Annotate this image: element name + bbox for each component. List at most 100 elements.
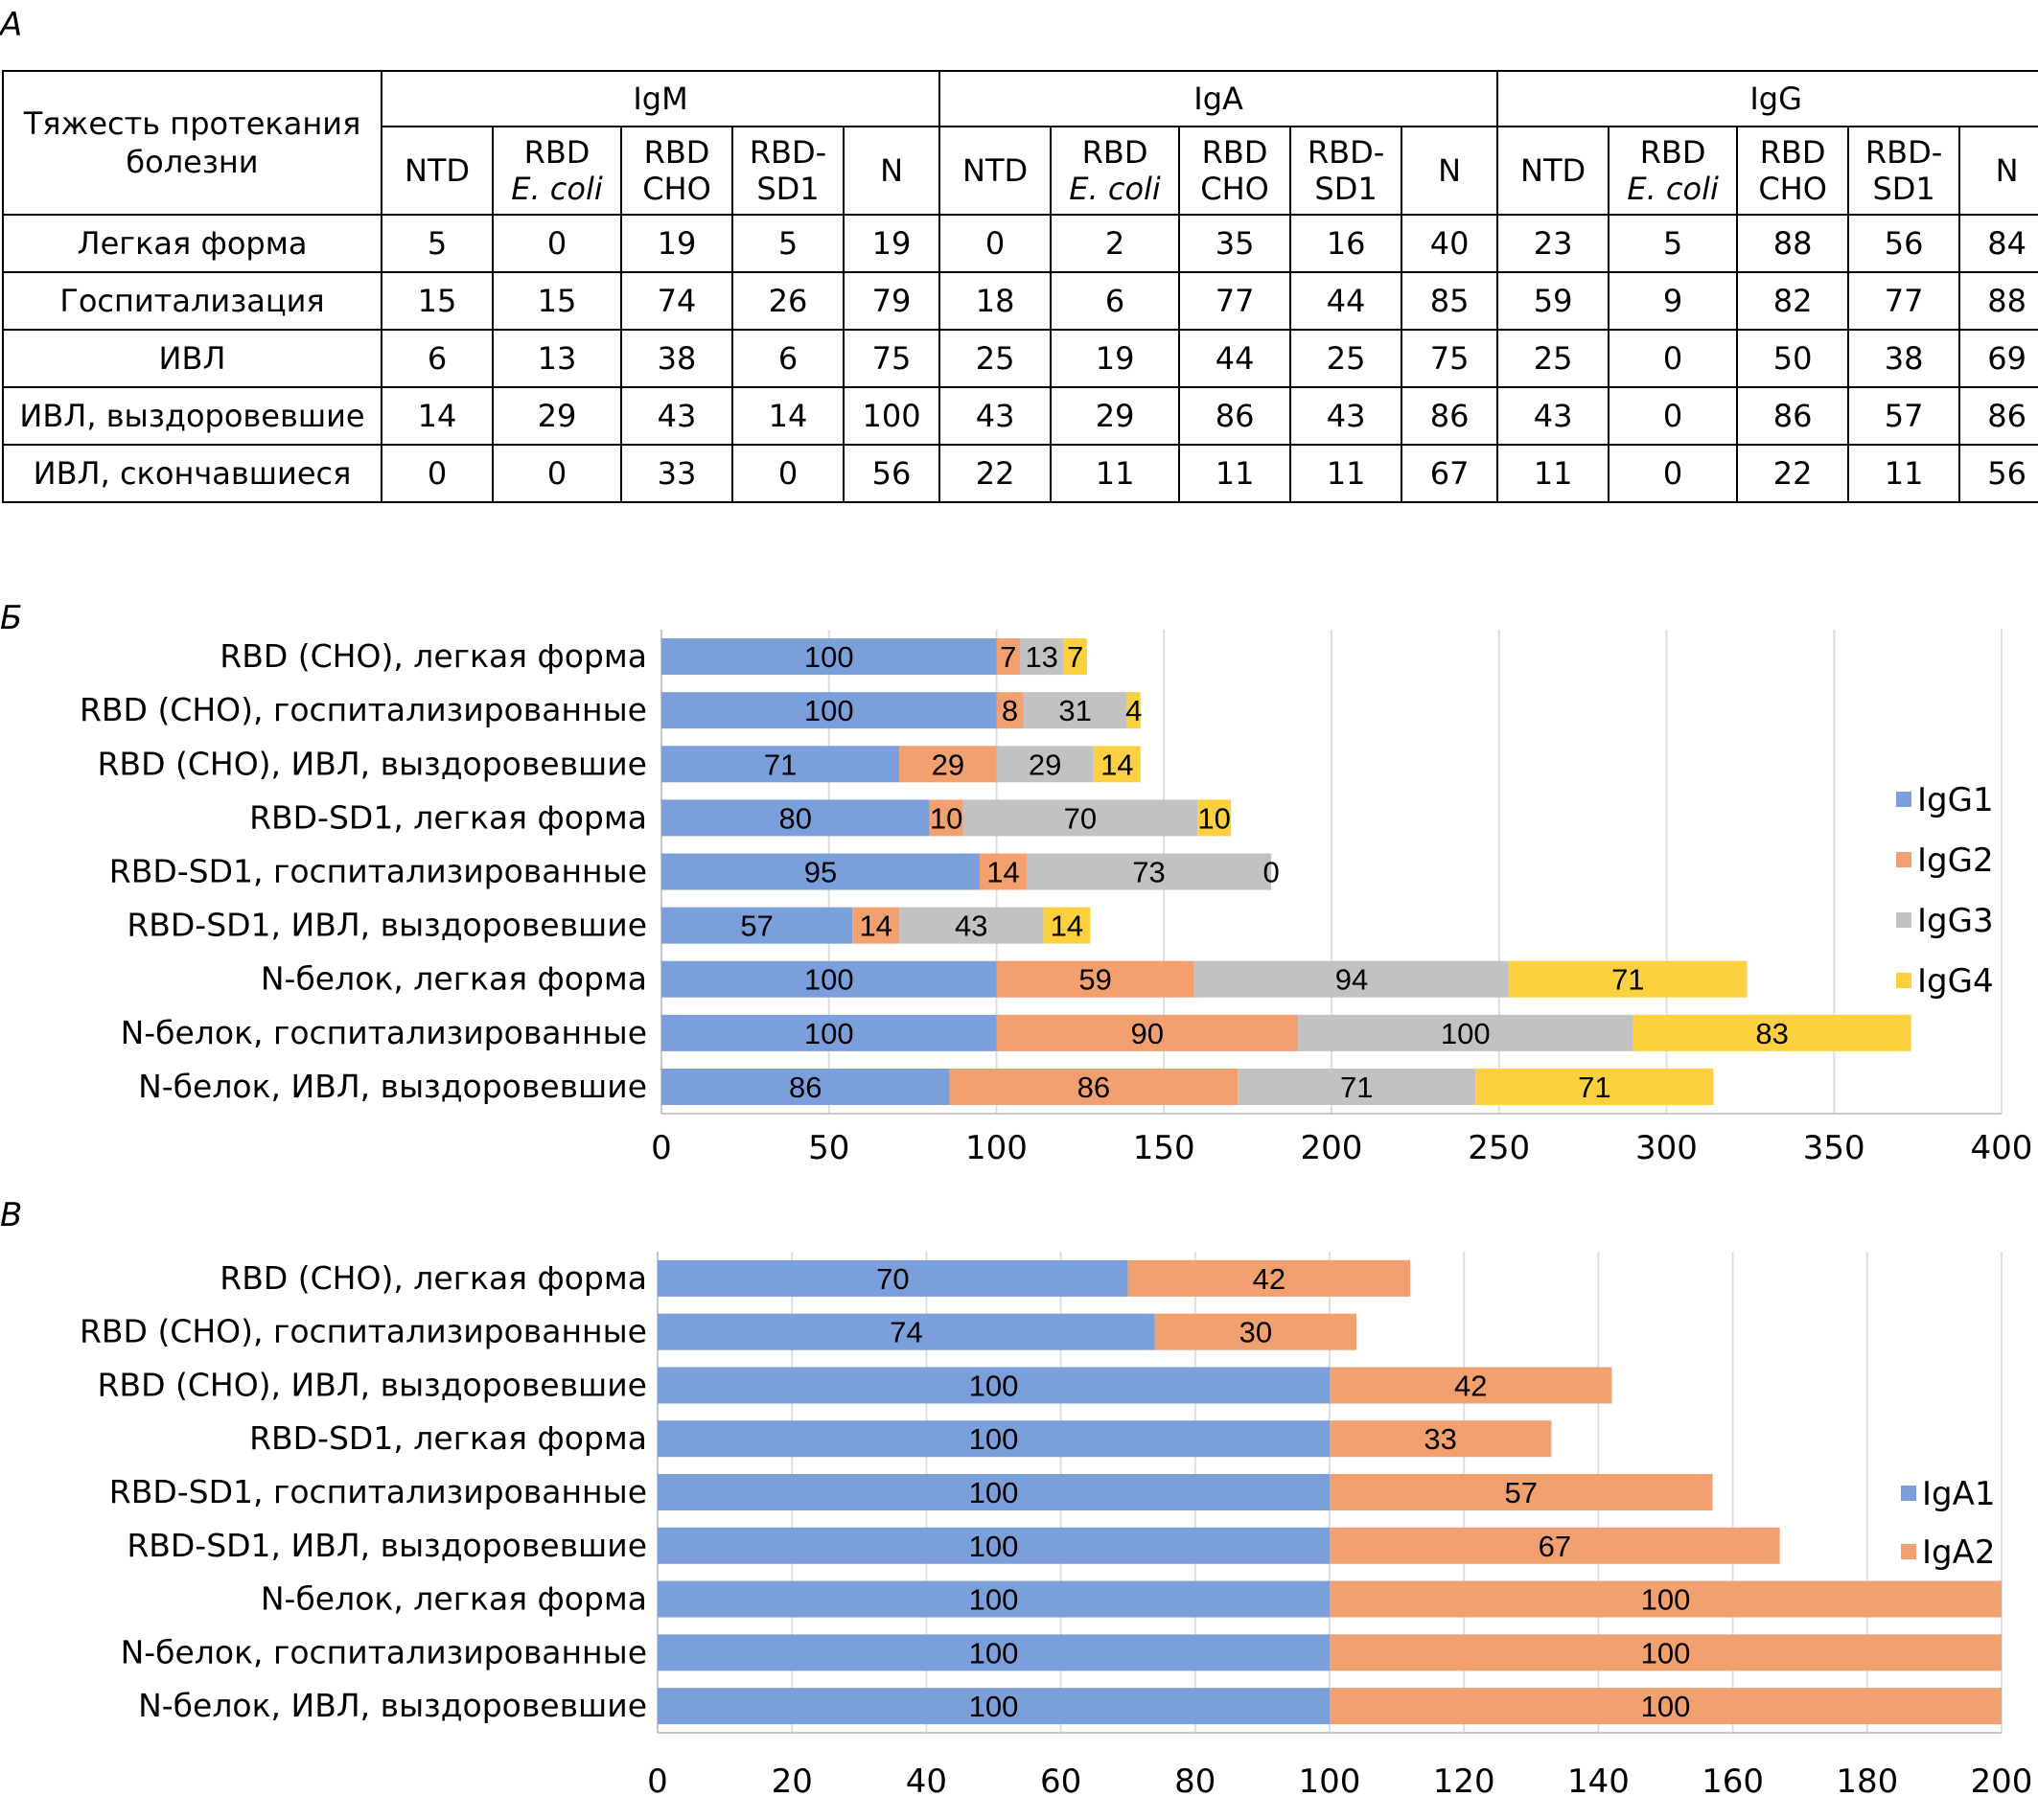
table-cell: 56 [1847, 214, 1961, 273]
table-cell: 11 [1496, 444, 1610, 503]
table-cell: 13 [492, 329, 622, 388]
data-label: 83 [1755, 1017, 1788, 1050]
table-cell: 50 [1736, 329, 1850, 388]
data-label: 33 [1424, 1422, 1456, 1456]
legend-label-igg3: IgG3 [1917, 902, 1994, 940]
bar-segment-igg4 [1093, 746, 1141, 783]
bar-segment-igg4 [1633, 1014, 1911, 1051]
legend-label-igg4: IgG4 [1917, 962, 1994, 1001]
data-label: 95 [804, 856, 837, 889]
table-group-igg: IgG [1496, 70, 2038, 127]
table-cell: 77 [1847, 271, 1961, 331]
category-label: RBD-SD1, госпитализированные [109, 853, 647, 890]
table-row-label: ИВЛ, выздоровевшие [2, 386, 382, 446]
category-label: N-белок, ИВЛ, выздоровевшие [138, 1687, 647, 1724]
table-cell: 25 [938, 329, 1053, 388]
data-label: 42 [1253, 1262, 1285, 1296]
table-cell: 22 [1736, 444, 1850, 503]
table-cell: 0 [492, 214, 622, 273]
table-cell: 84 [1958, 214, 2038, 273]
x-tick-label: 100 [1299, 1762, 1361, 1801]
data-label: 8 [1002, 694, 1018, 727]
panel-letter-b: Б [0, 599, 23, 637]
x-tick-label: 50 [808, 1129, 849, 1167]
x-tick-label: 0 [651, 1129, 672, 1167]
data-label: 14 [1051, 910, 1083, 943]
data-label: 71 [1340, 1071, 1373, 1104]
table-row: ИВЛ, скончавшиеся 0 0 33 0 56 22 11 11 11 67 11 0 22 1… [2, 444, 2038, 503]
data-label: 29 [932, 748, 964, 781]
data-label: 100 [1641, 1583, 1691, 1617]
table-cell: 29 [1050, 386, 1181, 446]
table-cell: 69 [1958, 329, 2038, 388]
data-label: 94 [1335, 963, 1368, 997]
panel-letter-c: В [0, 1196, 23, 1234]
legend-label-iga1: IgA1 [1922, 1475, 1996, 1513]
table-row-label: ИВЛ, скончавшиеся [2, 444, 382, 503]
x-tick-label: 140 [1567, 1762, 1630, 1801]
table-cell: 56 [1958, 444, 2038, 503]
table-cell: 85 [1401, 271, 1499, 331]
data-label: 14 [1100, 748, 1133, 781]
bar-segment-iga1 [658, 1474, 1330, 1510]
category-label: RBD (CHO), ИВЛ, выздоровевшие [98, 745, 648, 782]
legend-swatch-igg1 [1896, 792, 1911, 807]
category-label: RBD-SD1, госпитализированные [109, 1473, 647, 1510]
table-cell: 5 [381, 214, 494, 273]
category-label: RBD (CHO), ИВЛ, выздоровевшие [98, 1366, 648, 1403]
data-label: 74 [890, 1316, 922, 1349]
table-cell: 11 [1178, 444, 1292, 503]
bar-segment-igg3 [1193, 960, 1510, 998]
table-antigen-header: NTD [381, 126, 494, 216]
x-tick-label: 350 [1803, 1129, 1865, 1167]
legend-label-igg2: IgG2 [1917, 841, 1994, 880]
bar-segment-igg3 [996, 746, 1094, 783]
data-label: 43 [955, 910, 987, 943]
table-cell: 15 [492, 271, 622, 331]
bar-segment-iga2 [1154, 1313, 1357, 1350]
data-label: 31 [1058, 694, 1091, 727]
table-stub-header: Тяжесть протекания болезни [2, 70, 382, 216]
table-cell: 0 [1608, 329, 1739, 388]
data-label: 86 [789, 1071, 822, 1104]
table-cell: 19 [620, 214, 733, 273]
bar-segment-iga2 [1330, 1420, 1552, 1458]
table-row: ИВЛ, выздоровевшие 14 29 43 14 100 43 29 86 43 86 4… [2, 386, 2038, 446]
data-label: 30 [1239, 1316, 1272, 1349]
bar-segment-igg1 [661, 746, 900, 783]
bar-segment-iga1 [658, 1367, 1330, 1404]
data-label: 67 [1539, 1530, 1571, 1563]
table-antigen-header: NTD [1496, 126, 1610, 216]
table-cell: 35 [1178, 214, 1292, 273]
table-cell: 18 [938, 271, 1053, 331]
bar-segment-igg4 [1043, 907, 1091, 944]
table-cell: 40 [1401, 214, 1499, 273]
data-label: 100 [969, 1422, 1019, 1456]
bar-segment-igg1 [661, 907, 853, 944]
table-cell: 33 [620, 444, 733, 503]
table-cell: 67 [1401, 444, 1499, 503]
legend-swatch-igg4 [1896, 973, 1911, 988]
bar-segment-igg4 [1063, 638, 1087, 676]
data-label: 57 [740, 910, 773, 943]
table-cell: 14 [381, 386, 494, 446]
table-cell: 75 [842, 329, 941, 388]
bar-segment-iga1 [658, 1580, 1330, 1618]
table-antigen-header: N [1401, 126, 1499, 216]
bar-segment-iga2 [1330, 1634, 2002, 1671]
bar-segment-igg2 [996, 960, 1194, 998]
table-cell: 88 [1958, 271, 2038, 331]
bar-segment-iga1 [658, 1420, 1330, 1458]
legend-label-iga2: IgA2 [1922, 1533, 1996, 1572]
bar-segment-igg1 [661, 692, 997, 729]
table-cell: 5 [731, 214, 845, 273]
bar-segment-igg3 [962, 799, 1198, 837]
table-cell: 82 [1736, 271, 1850, 331]
bar-segment-igg2 [996, 1014, 1299, 1051]
data-label: 71 [1578, 1071, 1610, 1104]
table-cell: 86 [1736, 386, 1850, 446]
bar-segment-igg1 [661, 1014, 997, 1051]
table-cell: 11 [1050, 444, 1181, 503]
bar-segment-igg1 [661, 799, 930, 837]
table-cell: 44 [1289, 271, 1403, 331]
